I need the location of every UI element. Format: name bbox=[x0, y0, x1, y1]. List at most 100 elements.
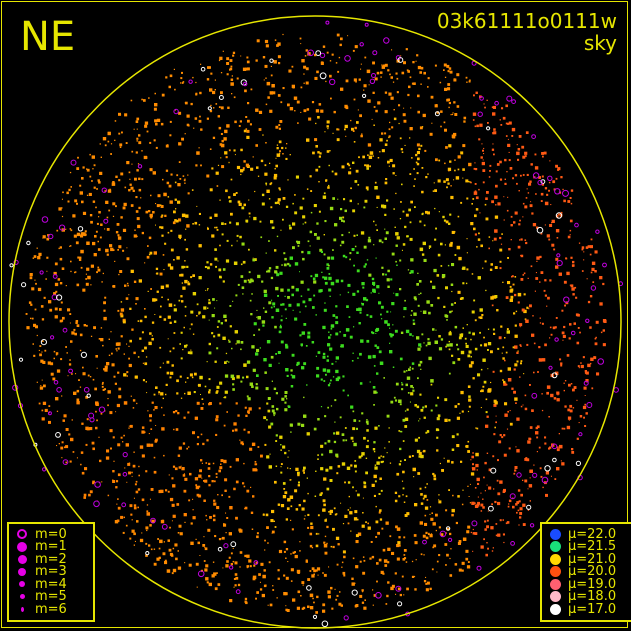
star-dot bbox=[299, 311, 301, 313]
star-dot bbox=[556, 391, 560, 395]
star-dot bbox=[385, 273, 387, 276]
star-dot bbox=[275, 125, 279, 129]
star-dot bbox=[348, 495, 350, 498]
star-dot bbox=[381, 132, 384, 135]
star-dot bbox=[557, 446, 559, 448]
star-markers bbox=[9, 20, 623, 628]
star-dot bbox=[246, 554, 250, 558]
star-dot bbox=[132, 407, 135, 409]
star-dot bbox=[112, 470, 115, 473]
star-dot bbox=[206, 261, 209, 264]
star-dot bbox=[355, 427, 358, 430]
star-dot bbox=[417, 304, 420, 307]
star-dot bbox=[225, 512, 227, 514]
star-dot bbox=[523, 272, 526, 275]
star-dot bbox=[505, 122, 508, 125]
star-dot bbox=[364, 56, 367, 59]
star-dot bbox=[350, 464, 353, 467]
bright-star-marker bbox=[529, 523, 535, 528]
star-dot bbox=[180, 77, 183, 80]
star-dot bbox=[208, 301, 211, 305]
star-dot bbox=[359, 594, 363, 598]
star-dot bbox=[496, 309, 499, 312]
star-dot bbox=[389, 462, 392, 464]
star-dot bbox=[420, 553, 423, 556]
magnitude-marker-icon bbox=[15, 567, 29, 576]
star-dot bbox=[430, 379, 434, 383]
star-dot bbox=[498, 336, 502, 340]
star-dot bbox=[119, 270, 123, 273]
star-dot bbox=[472, 452, 474, 454]
star-dot bbox=[270, 519, 274, 523]
star-dot bbox=[541, 322, 544, 325]
star-dot bbox=[530, 201, 532, 203]
star-dot bbox=[273, 60, 277, 64]
star-dot bbox=[155, 267, 159, 270]
star-dot bbox=[128, 294, 130, 296]
star-dot bbox=[317, 514, 320, 517]
star-dot bbox=[535, 193, 537, 195]
star-dot bbox=[139, 337, 142, 340]
star-dot bbox=[349, 511, 353, 515]
star-dot bbox=[102, 381, 104, 384]
star-dot bbox=[301, 366, 305, 370]
star-dot bbox=[305, 81, 309, 85]
star-dot bbox=[147, 245, 149, 247]
star-dot bbox=[202, 403, 204, 405]
star-dot bbox=[289, 154, 291, 156]
star-dot bbox=[414, 206, 416, 208]
bright-star-marker bbox=[41, 216, 49, 223]
star-dot bbox=[279, 150, 281, 153]
star-dot bbox=[333, 238, 337, 242]
star-dot bbox=[139, 445, 144, 449]
star-dot bbox=[466, 530, 470, 534]
star-dot bbox=[299, 206, 303, 210]
star-dot bbox=[171, 572, 174, 575]
star-dot bbox=[318, 210, 321, 213]
star-dot bbox=[128, 189, 131, 192]
star-dot bbox=[322, 195, 327, 199]
star-dot bbox=[207, 288, 209, 290]
magnitude-legend-row: m=4 bbox=[15, 577, 87, 592]
star-dot bbox=[253, 564, 256, 567]
star-dot bbox=[494, 195, 498, 199]
star-dot bbox=[123, 434, 125, 437]
star-dot bbox=[206, 117, 209, 120]
star-dot bbox=[416, 54, 419, 57]
star-dot bbox=[184, 238, 186, 241]
star-dot bbox=[414, 438, 418, 442]
star-dot bbox=[375, 224, 377, 226]
star-dot bbox=[364, 263, 367, 266]
star-dot bbox=[342, 254, 346, 258]
star-dot bbox=[403, 119, 407, 123]
star-dot bbox=[252, 495, 255, 498]
star-dot bbox=[220, 133, 223, 135]
star-dot bbox=[483, 538, 485, 541]
bright-star-marker bbox=[532, 172, 540, 179]
bright-star-marker bbox=[537, 179, 543, 186]
star-dot bbox=[148, 97, 150, 99]
star-dot bbox=[382, 455, 385, 458]
star-dot bbox=[426, 483, 428, 485]
star-dot bbox=[199, 469, 202, 473]
star-dot bbox=[524, 407, 528, 411]
star-dot bbox=[491, 503, 493, 506]
bright-star-marker bbox=[51, 294, 58, 301]
star-dot bbox=[316, 236, 320, 240]
star-dot bbox=[232, 300, 234, 302]
star-dot bbox=[286, 507, 290, 510]
star-dot bbox=[233, 193, 236, 196]
star-dot bbox=[372, 448, 376, 451]
star-dot bbox=[594, 270, 597, 273]
star-dot bbox=[353, 264, 355, 267]
star-dot bbox=[95, 206, 97, 209]
star-dot bbox=[181, 137, 184, 141]
star-dot bbox=[429, 587, 432, 590]
star-dot bbox=[130, 204, 134, 207]
star-dot bbox=[451, 113, 454, 116]
star-dot bbox=[396, 77, 399, 80]
star-dot bbox=[110, 247, 114, 252]
star-dot bbox=[525, 197, 528, 199]
star-dot bbox=[326, 359, 329, 362]
star-dot bbox=[215, 476, 218, 478]
